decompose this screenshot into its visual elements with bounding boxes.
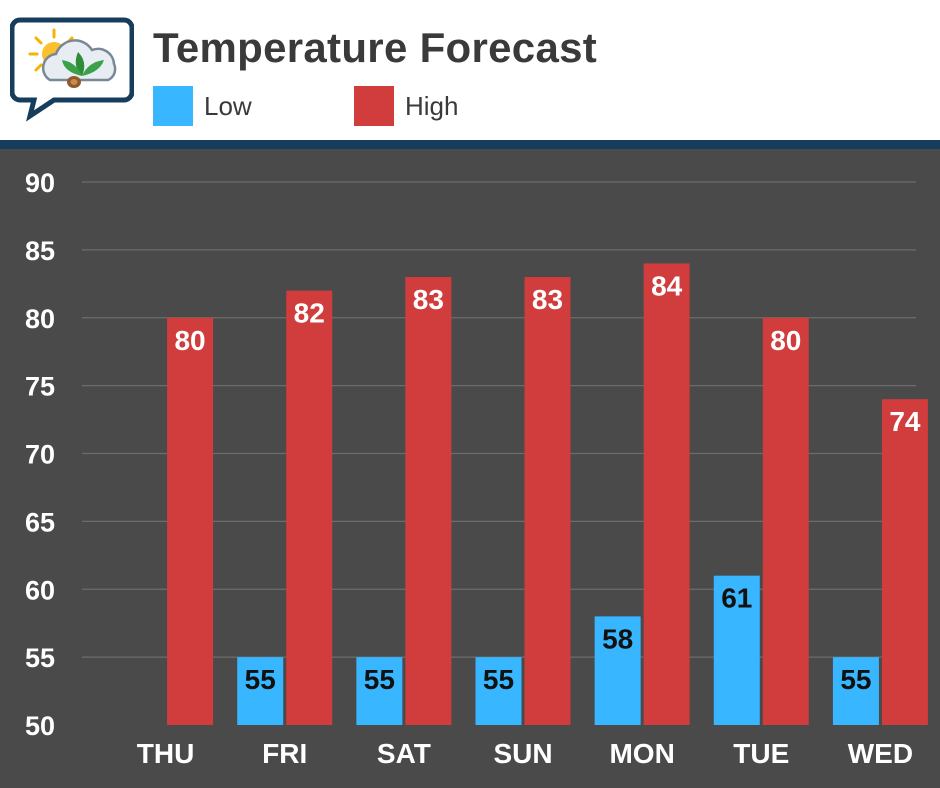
y-tick-label-80: 80	[25, 304, 55, 334]
data-label-low-wed: 55	[840, 664, 871, 695]
legend-swatch-high	[354, 86, 394, 126]
y-tick-label-60: 60	[25, 575, 55, 605]
bar-low-fri	[237, 657, 284, 725]
data-label-high-tue: 80	[770, 325, 801, 356]
legend-label-low: Low	[204, 90, 252, 121]
weather-chat-logo-icon	[10, 17, 134, 122]
chart-header: Temperature Forecast Low High	[0, 0, 940, 140]
bar-high-thu	[167, 317, 214, 725]
data-label-high-wed: 74	[889, 406, 921, 437]
y-tick-label-85: 85	[25, 236, 55, 266]
data-label-low-tue: 61	[721, 583, 752, 614]
data-label-high-mon: 84	[651, 270, 683, 301]
bar-high-tue	[762, 317, 809, 725]
y-tick-label-50: 50	[25, 711, 55, 741]
header-divider	[0, 140, 940, 149]
x-tick-label-fri: FRI	[262, 738, 307, 769]
bar-low-sun	[475, 657, 522, 725]
data-label-low-sat: 55	[364, 664, 395, 695]
x-tick-label-thu: THU	[137, 738, 195, 769]
bar-low-wed	[832, 657, 879, 725]
y-tick-label-70: 70	[25, 440, 55, 470]
bar-high-wed	[881, 399, 928, 725]
x-tick-label-wed: WED	[848, 738, 913, 769]
data-label-high-sat: 83	[413, 284, 444, 315]
data-label-low-fri: 55	[245, 664, 276, 695]
bar-high-sun	[524, 277, 571, 725]
bar-high-sat	[405, 277, 452, 725]
data-label-high-fri: 82	[294, 298, 325, 329]
legend-item-low: Low	[153, 86, 252, 126]
data-label-low-mon: 58	[602, 623, 633, 654]
x-tick-label-tue: TUE	[733, 738, 789, 769]
x-tick-label-sun: SUN	[493, 738, 552, 769]
y-tick-label-55: 55	[25, 643, 55, 673]
x-tick-label-sat: SAT	[377, 738, 431, 769]
bar-high-fri	[286, 290, 333, 725]
bar-low-sat	[356, 657, 403, 725]
x-tick-label-mon: MON	[609, 738, 674, 769]
chart-title: Temperature Forecast	[153, 24, 598, 71]
legend-item-high: High	[354, 86, 458, 126]
legend-label-high: High	[405, 90, 459, 121]
legend-swatch-low	[153, 86, 193, 126]
data-label-high-sun: 83	[532, 284, 563, 315]
data-label-high-thu: 80	[174, 325, 205, 356]
plot-area: 50 55 60 65 70 75 80 85 90 80 THU 55 82 FRI 55 83 SAT 55 8…	[0, 149, 940, 788]
bar-low-tue	[713, 575, 760, 725]
y-tick-label-65: 65	[25, 507, 55, 537]
y-tick-label-90: 90	[25, 168, 55, 198]
bar-low-mon	[594, 616, 641, 725]
y-tick-label-75: 75	[25, 372, 55, 402]
data-label-low-sun: 55	[483, 664, 514, 695]
bar-chart: 50 55 60 65 70 75 80 85 90 80 THU 55 82 FRI 55 83 SAT 55 8…	[25, 168, 928, 769]
bar-high-mon	[643, 263, 690, 725]
